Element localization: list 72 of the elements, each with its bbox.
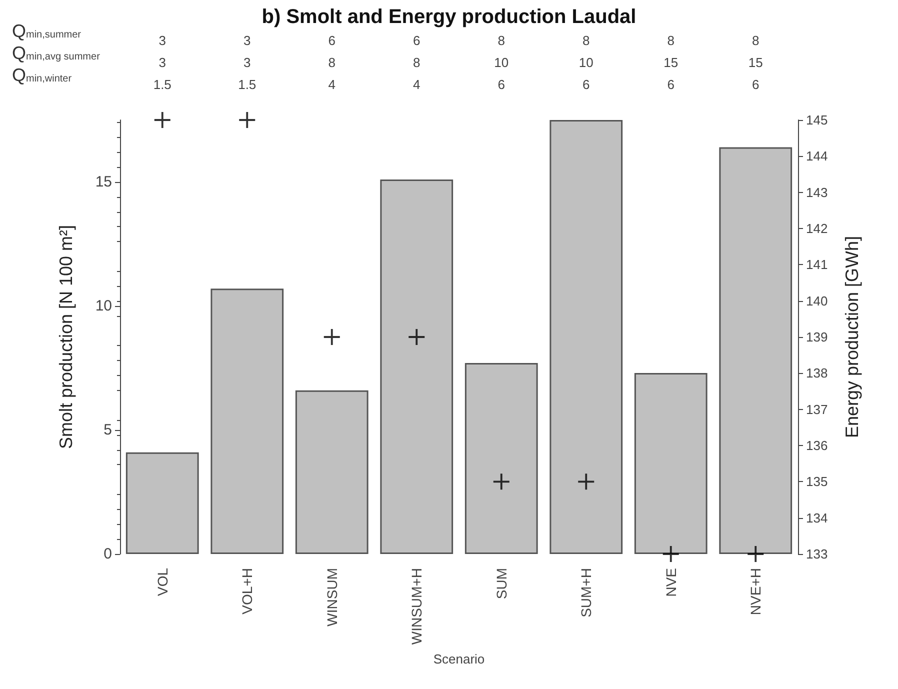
text: Qmin,summer [12,21,82,41]
bar [719,147,792,554]
point [578,474,594,490]
y-tick-label: 10 [95,298,112,314]
x-tick-label: NVE [662,568,679,597]
text: 6 [328,33,336,48]
text: 4 [328,77,336,92]
text: 6 [752,77,760,92]
chart-title: b) Smolt and Energy production Laudal [262,6,636,28]
text: 6 [667,77,674,92]
y-tick-label: 5 [104,422,112,438]
y2-tick-label: 144 [806,148,828,164]
point [408,329,425,345]
x-axis-title: Scenario [433,652,485,667]
y2-tick-label: 138 [806,366,828,381]
y2-tick-label: 143 [806,184,828,200]
point [662,546,679,562]
point [324,329,340,345]
point [493,474,510,490]
text: 15 [748,55,763,70]
text: Qmin,winter [12,65,72,85]
bar [634,372,708,554]
text: Qmin,avg summer [12,43,101,63]
text: 6 [498,77,505,92]
y2-tick-label: 139 [806,330,828,344]
point [154,112,170,128]
y2-tick-label: 145 [806,112,828,128]
y2-tick-label: 134 [806,510,828,526]
text: 8 [413,55,420,70]
point [748,546,764,562]
y2-axis-title: Energy production [GWh] [842,236,862,438]
x-tick-label: NVE+H [748,568,764,616]
text: 10 [578,55,594,70]
y-tick-label: 0 [104,546,112,562]
text: 8 [582,33,590,48]
y2-tick-label: 140 [806,293,828,308]
y-tick-label: 15 [95,174,112,190]
text: 8 [752,33,760,48]
y2-tick-label: 133 [806,546,828,562]
text: 10 [494,55,509,70]
text: 8 [667,33,674,48]
y-axis-title: Smolt production [N 100 m²] [56,224,76,450]
x-tick-label: VOL+H [239,568,256,614]
text: 4 [413,77,420,92]
bar [380,180,454,554]
y2-tick-label: 142 [806,221,828,236]
bar [550,120,623,554]
text: 1.5 [238,77,256,92]
text: 3 [158,55,166,70]
text: 8 [498,33,505,48]
x-tick-label: SUM [493,568,510,600]
text: 15 [664,55,678,70]
y2-tick-label: 141 [806,257,828,272]
bar [210,288,284,554]
x-tick-label: WINSUM+H [408,568,425,645]
bar [464,363,538,554]
point [239,112,256,128]
text: 3 [244,33,251,48]
x-tick-label: WINSUM [324,568,340,626]
bar [295,390,368,554]
x-tick-label: VOL [154,568,170,596]
text: 1.5 [153,77,172,92]
y2-tick-label: 135 [806,474,828,490]
y2-tick-label: 136 [806,438,828,453]
text: 3 [158,33,166,48]
x-tick-label: SUM+H [578,568,594,618]
y2-tick-label: 137 [806,402,828,417]
text: 8 [328,55,336,70]
bar [126,452,199,554]
text: 3 [244,55,251,70]
text: 6 [582,77,590,92]
text: 6 [413,33,420,48]
